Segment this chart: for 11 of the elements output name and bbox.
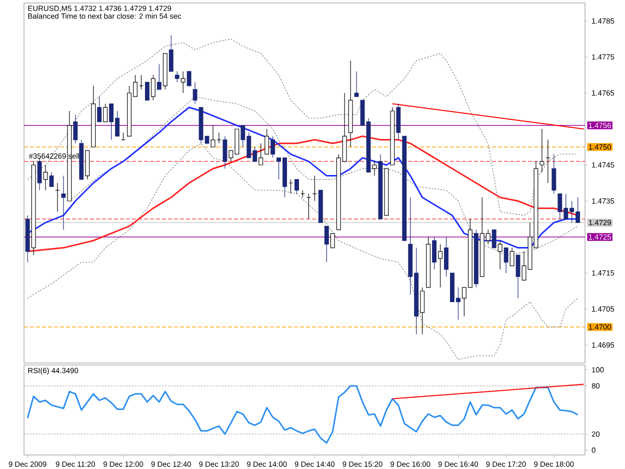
candlestick [43, 164, 48, 190]
candlestick [372, 161, 377, 176]
candlestick [348, 60, 353, 148]
candlestick [540, 128, 544, 172]
candlestick [61, 175, 66, 230]
candlestick [37, 157, 42, 190]
candlestick [192, 82, 198, 104]
candlestick [31, 161, 36, 256]
candlestick [222, 136, 228, 169]
line-series [27, 38, 578, 216]
candlestick [73, 114, 78, 144]
